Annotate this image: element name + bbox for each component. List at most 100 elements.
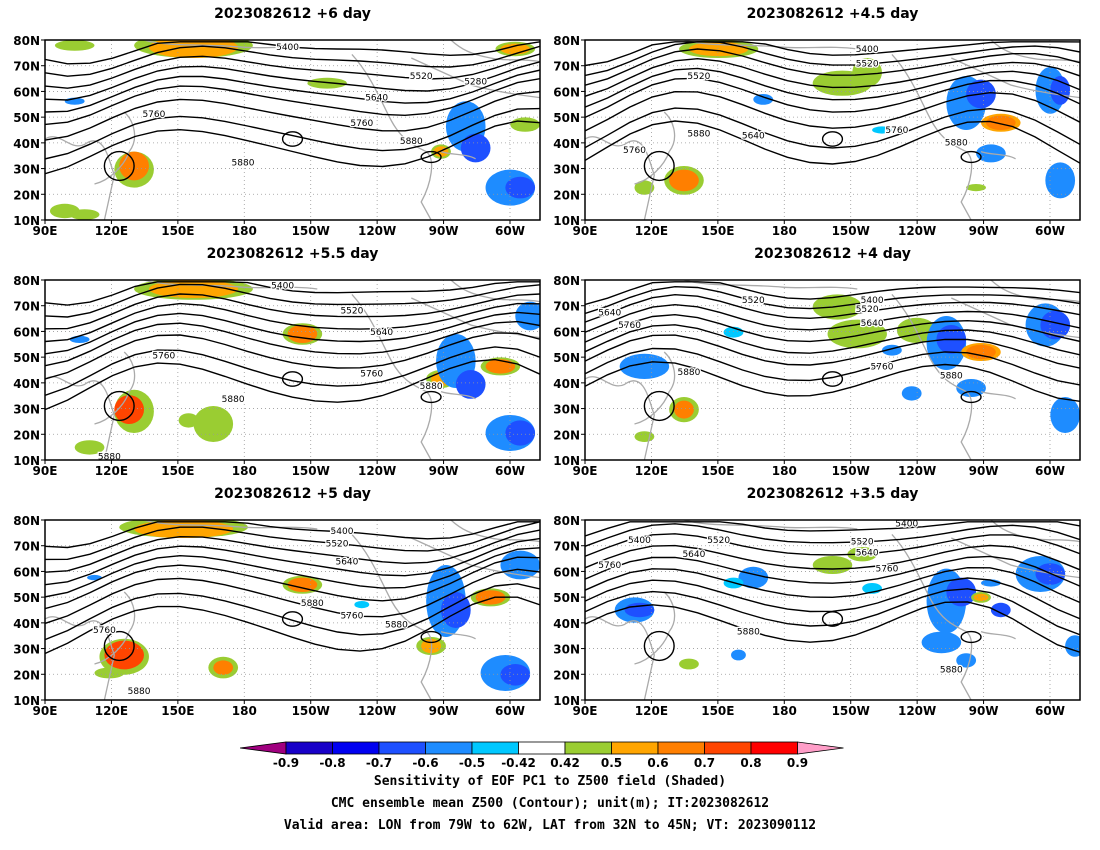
map-panel: 5400 5520 5280 5640 5760 5760 5880 5880 80N 70N 60… bbox=[13, 34, 541, 238]
coastline bbox=[143, 520, 318, 530]
lat-label: 60N bbox=[13, 325, 40, 339]
colorbar-label: -0.7 bbox=[366, 756, 392, 770]
coastline bbox=[951, 537, 1080, 579]
lat-label: 30N bbox=[13, 403, 40, 417]
sensitivity-shade bbox=[178, 413, 199, 428]
lat-label: 50N bbox=[553, 351, 580, 365]
height-contour bbox=[585, 313, 1080, 343]
lon-label: 150W bbox=[292, 464, 330, 478]
height-contour bbox=[103, 390, 135, 422]
sensitivity-shade bbox=[515, 301, 540, 331]
contour-label: 5640 bbox=[598, 308, 621, 318]
lat-label: 10N bbox=[13, 214, 40, 228]
contour-label: 5760 bbox=[142, 110, 165, 120]
contour-label: 5400 bbox=[628, 536, 651, 546]
contour-label: 5640 bbox=[365, 94, 388, 104]
lon-label: 90W bbox=[429, 464, 459, 478]
sensitivity-shade bbox=[354, 601, 370, 609]
panel-title: 2023082612 +4.5 day bbox=[746, 6, 919, 22]
lat-label: 50N bbox=[13, 591, 40, 605]
height-contour bbox=[45, 53, 540, 89]
panel-title: 2023082612 +6 day bbox=[214, 6, 371, 22]
contour-label: 5400 bbox=[271, 281, 294, 291]
panel-title: 2023082612 +5 day bbox=[214, 486, 371, 502]
contour-label: 5760 bbox=[93, 626, 116, 636]
coastline bbox=[411, 297, 540, 339]
caption-line: Sensitivity of EOF PC1 to Z500 field (Sh… bbox=[373, 774, 727, 789]
lat-label: 50N bbox=[553, 591, 580, 605]
height-contour bbox=[585, 107, 1080, 149]
lon-label: 180 bbox=[232, 704, 257, 718]
height-contour bbox=[585, 67, 1080, 108]
lon-label: 60W bbox=[1035, 224, 1065, 238]
contour-label: 5280 bbox=[464, 77, 487, 87]
colorbar-label: 0.8 bbox=[740, 756, 761, 770]
sensitivity-shade bbox=[634, 180, 655, 195]
height-contour bbox=[960, 630, 982, 644]
lon-label: 90W bbox=[429, 704, 459, 718]
contour-label: 5880 bbox=[222, 395, 245, 405]
height-contour bbox=[585, 281, 1080, 306]
lat-label: 60N bbox=[553, 85, 580, 99]
lon-label: 150W bbox=[832, 464, 870, 478]
coastline bbox=[634, 351, 676, 425]
height-contour bbox=[821, 371, 844, 387]
coastline bbox=[351, 293, 433, 460]
contour-label: 5520 bbox=[707, 536, 730, 546]
lat-label: 40N bbox=[13, 137, 40, 151]
colorbar-swatch bbox=[750, 741, 798, 755]
lon-label: 90E bbox=[33, 704, 58, 718]
height-contour bbox=[585, 77, 1080, 119]
height-contour bbox=[45, 107, 540, 160]
coastline bbox=[411, 537, 540, 579]
sensitivity-shade bbox=[287, 577, 318, 592]
lon-label: 180 bbox=[232, 224, 257, 238]
lat-label: 40N bbox=[553, 137, 580, 151]
contour-label: 5520 bbox=[687, 72, 710, 82]
colorbar-label: -0.5 bbox=[459, 756, 485, 770]
contour-label: 5760 bbox=[340, 611, 363, 621]
contour-label: 5880 bbox=[940, 665, 963, 675]
lat-label: 70N bbox=[13, 300, 40, 314]
colorbar-label: 0.7 bbox=[694, 756, 715, 770]
contour-label: 5640 bbox=[742, 131, 765, 141]
lat-label: 60N bbox=[13, 85, 40, 99]
lon-label: 120W bbox=[898, 464, 936, 478]
coastline bbox=[94, 111, 136, 185]
height-contour bbox=[45, 61, 540, 101]
contour-label: 5640 bbox=[370, 328, 393, 338]
coastline bbox=[450, 280, 540, 303]
lat-label: 20N bbox=[553, 188, 580, 202]
lat-label: 40N bbox=[553, 617, 580, 631]
lat-label: 10N bbox=[13, 694, 40, 708]
sensitivity-shade bbox=[69, 335, 90, 343]
map-panel: 5400 5520 5520 5640 5760 5760 5880 5880 80N 70N 60… bbox=[553, 34, 1081, 238]
contour-label: 5760 bbox=[598, 561, 621, 571]
lon-label: 60W bbox=[495, 704, 525, 718]
colorbar-label: 0.9 bbox=[787, 756, 808, 770]
height-contour bbox=[45, 78, 540, 126]
sensitivity-shade bbox=[966, 184, 986, 192]
colorbar-label: 0.5 bbox=[601, 756, 622, 770]
lon-label: 120W bbox=[358, 464, 396, 478]
height-contour bbox=[45, 302, 540, 343]
lon-label: 150E bbox=[161, 224, 194, 238]
lon-label: 150W bbox=[292, 704, 330, 718]
contour-label: 5640 bbox=[861, 319, 884, 329]
height-contour bbox=[45, 41, 540, 65]
sensitivity-shade bbox=[74, 440, 105, 455]
map-content bbox=[585, 520, 1080, 700]
sensitivity-shade bbox=[985, 115, 1016, 130]
lat-label: 80N bbox=[553, 514, 580, 528]
coastline bbox=[951, 57, 1080, 99]
height-contour bbox=[585, 90, 1080, 132]
contour-label: 5880 bbox=[400, 137, 423, 147]
map-content bbox=[585, 280, 1080, 460]
height-contour bbox=[585, 48, 1080, 86]
lon-label: 180 bbox=[772, 704, 797, 718]
lat-label: 20N bbox=[13, 428, 40, 442]
height-contour bbox=[45, 332, 540, 380]
contour-label: 5520 bbox=[856, 59, 879, 69]
height-contour bbox=[45, 583, 540, 641]
